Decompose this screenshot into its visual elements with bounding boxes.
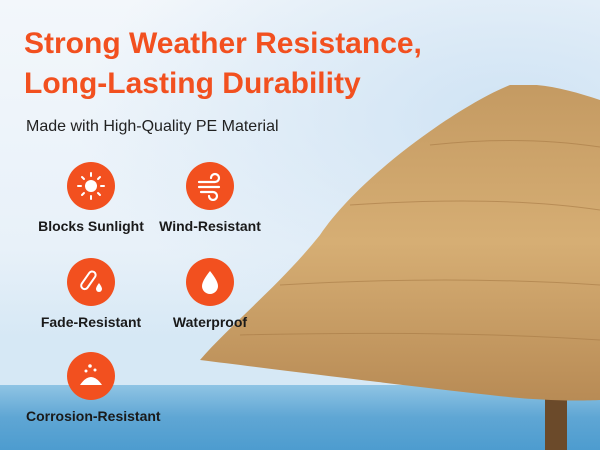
headline-line-1: Strong Weather Resistance, [24,27,422,60]
subtitle: Made with High-Quality PE Material [26,118,279,135]
feature-wind-resistant: Wind-Resistant [145,162,275,234]
feature-fade-resistant: Fade-Resistant [26,258,156,330]
wind-icon [186,162,234,210]
water-drop-icon [186,258,234,306]
test-tube-drop-icon [67,258,115,306]
thatched-umbrella-image [200,85,600,450]
feature-label: Wind-Resistant [159,218,261,234]
feature-corrosion-resistant: Corrosion-Resistant [26,352,161,424]
feature-waterproof: Waterproof [145,258,275,330]
feature-label: Fade-Resistant [40,314,142,330]
feature-label: Blocks Sunlight [38,218,144,234]
sun-icon [67,162,115,210]
headline: Strong Weather Resistance, Long-Lasting … [24,24,422,104]
sand-pile-icon [67,352,115,400]
feature-blocks-sunlight: Blocks Sunlight [26,162,156,234]
feature-label: Waterproof [172,314,248,330]
feature-label: Corrosion-Resistant [26,408,161,424]
headline-line-2: Long-Lasting Durability [24,67,361,100]
